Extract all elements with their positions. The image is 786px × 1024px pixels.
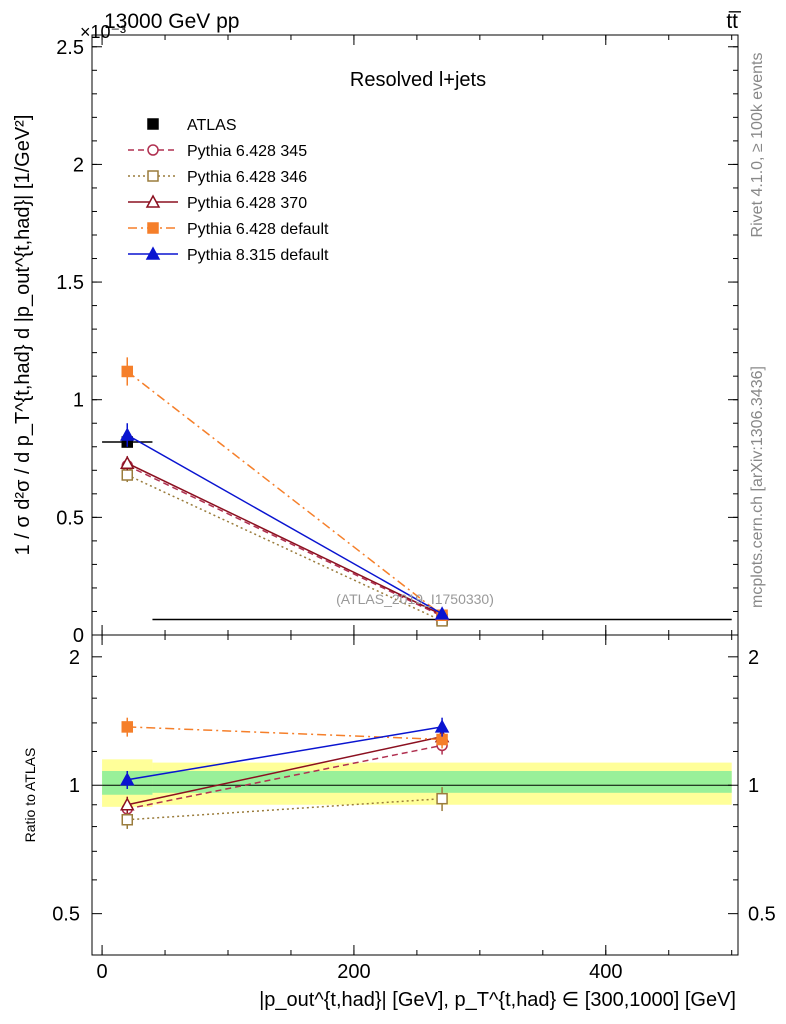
ratio-series-pythia-6-428-default-point	[121, 721, 134, 733]
main-y-tick-label: 1	[73, 390, 84, 412]
ratio-frame	[91, 634, 739, 956]
rivet-version-text: Rivet 4.1.0, ≥ 100k events	[749, 53, 766, 238]
series-pythia-6-428-default-point	[121, 365, 134, 378]
energy-label: 13000 GeV pp	[104, 10, 239, 33]
main-y-tick-label: 2	[73, 154, 84, 176]
main-plot-panel: 0 0.5 1 1.5 2 2.5	[56, 34, 739, 647]
series-pythia-6-428-370-line	[126, 462, 443, 616]
legend-entry-pythia-6-428-default-marker	[147, 222, 159, 234]
main-y-tick-label: 0.5	[56, 507, 84, 529]
series-pythia-6-428-345-line	[126, 464, 443, 617]
legend-entry-pythia-6-428-346-label: Pythia 6.428 346	[187, 169, 307, 186]
legend-entry-pythia-8-315-default-marker	[145, 246, 161, 260]
legend-entry-pythia-6-428-default-label: Pythia 6.428 default	[187, 221, 329, 238]
x-tick-label: 400	[589, 961, 622, 983]
ratio-series-pythia-8-315-default-point	[119, 772, 135, 786]
main-y-tick-label: 0	[73, 625, 84, 647]
ratio-series-pythia-6-428-default-line	[127, 726, 443, 741]
legend-entry-pythia-6-428-370-label: Pythia 6.428 370	[187, 195, 307, 212]
ratio-series-pythia-8-315-default-point	[434, 719, 450, 733]
series-pythia-8-315-default-point	[119, 427, 135, 441]
y-exponent-label: ×10⁻³	[80, 22, 126, 42]
legend-entry-pythia-6-428-346-marker	[147, 170, 159, 182]
ratio-y-tick-label-right: 0.5	[748, 904, 776, 926]
legend-entry-atlas-marker	[147, 118, 159, 130]
ratio-band-stat	[152, 770, 732, 793]
main-y-axis-label: 1 / σ d²σ / d p_T^{t,had} d |p_out^{t,ha…	[12, 115, 34, 556]
ratio-series-pythia-6-428-345-line	[127, 744, 443, 810]
x-tick-label: 0	[97, 961, 108, 983]
ratio-series-pythia-8-315-default-line	[127, 726, 443, 781]
ratio-y-tick-label-right: 2	[748, 647, 759, 669]
legend-entry-pythia-6-428-370-marker	[145, 194, 161, 208]
series-pythia-8-315-default-line	[126, 434, 443, 615]
ratio-series-pythia-6-428-346-point	[121, 814, 134, 826]
series-pythia-8-315-default-point	[434, 606, 450, 620]
ratio-series-pythia-6-428-370-line	[127, 735, 443, 806]
legend: ATLAS Pythia 6.428 345 Pythia 6.428 346 Pyt…	[128, 117, 329, 264]
series-pythia-6-428-default-line	[126, 370, 443, 616]
ratio-y-tick-label: 1	[69, 775, 80, 797]
series-pythia-6-428-370-point	[119, 455, 135, 469]
mcplots-site-text: mcplots.cern.ch [arXiv:1306.3436]	[749, 366, 766, 608]
x-tick-label: 200	[337, 961, 370, 983]
ratio-series-pythia-6-428-346-point	[436, 792, 448, 805]
ratio-series-pythia-6-428-370-point	[119, 797, 135, 811]
analysis-watermark: (ATLAS_2019_I1750330)	[336, 591, 494, 607]
ratio-y-tick-label-right: 1	[748, 775, 759, 797]
legend-entry-pythia-6-428-345-label: Pythia 6.428 345	[187, 143, 307, 160]
legend-entry-atlas-label: ATLAS	[187, 117, 237, 134]
series-pythia-6-428-346-point	[121, 469, 134, 481]
main-y-tick-label: 1.5	[56, 272, 84, 294]
ratio-y-tick-label: 0.5	[52, 904, 80, 926]
process-label: tt̅	[726, 10, 742, 33]
legend-entry-pythia-8-315-default-label: Pythia 8.315 default	[187, 247, 329, 264]
main-y-tick-label: 2.5	[56, 37, 84, 59]
analysis-title: Resolved l+jets	[350, 69, 486, 91]
ratio-plot-panel: 0.5 0.5 1 1 2 2 0 200 400	[52, 634, 776, 983]
x-axis-label: |p_out^{t,had}| [GeV], p_T^{t,had} ∈ [30…	[259, 989, 736, 1011]
ratio-y-tick-label: 2	[69, 647, 80, 669]
ratio-y-axis-label: Ratio to ATLAS	[22, 748, 38, 843]
legend-entry-pythia-6-428-345-marker	[147, 144, 159, 156]
